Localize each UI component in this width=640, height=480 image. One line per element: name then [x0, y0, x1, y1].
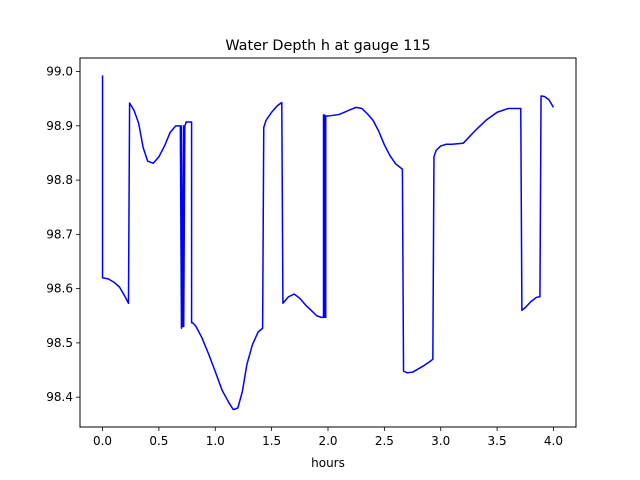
- x-tick-label: 2.5: [375, 434, 394, 448]
- y-tick-label: 98.6: [46, 282, 73, 296]
- y-tick-label: 98.7: [46, 227, 73, 241]
- y-tick-label: 98.4: [46, 390, 73, 404]
- y-tick-label: 98.5: [46, 336, 73, 350]
- x-tick-label: 2.0: [318, 434, 337, 448]
- x-tick-label: 1.5: [262, 434, 281, 448]
- y-tick-label: 98.8: [46, 173, 73, 187]
- chart-title: Water Depth h at gauge 115: [225, 38, 430, 54]
- x-tick-label: 0.5: [149, 434, 168, 448]
- x-tick-label: 3.0: [431, 434, 450, 448]
- y-tick-label: 98.9: [46, 119, 73, 133]
- series-line: [101, 75, 555, 411]
- plot-frame: [79, 57, 577, 428]
- x-axis: 0.0 0.5 1.0 1.5 2.0 2.5 3.0 3.5 4.0: [93, 427, 563, 448]
- x-tick-label: 3.5: [488, 434, 507, 448]
- y-axis: 98.4 98.5 98.6 98.7 98.8 98.9 99.0: [46, 65, 80, 404]
- y-tick-label: 99.0: [46, 65, 73, 79]
- x-tick-label: 1.0: [206, 434, 225, 448]
- x-tick-label: 4.0: [544, 434, 563, 448]
- x-axis-label: hours: [311, 456, 345, 470]
- x-tick-label: 0.0: [93, 434, 112, 448]
